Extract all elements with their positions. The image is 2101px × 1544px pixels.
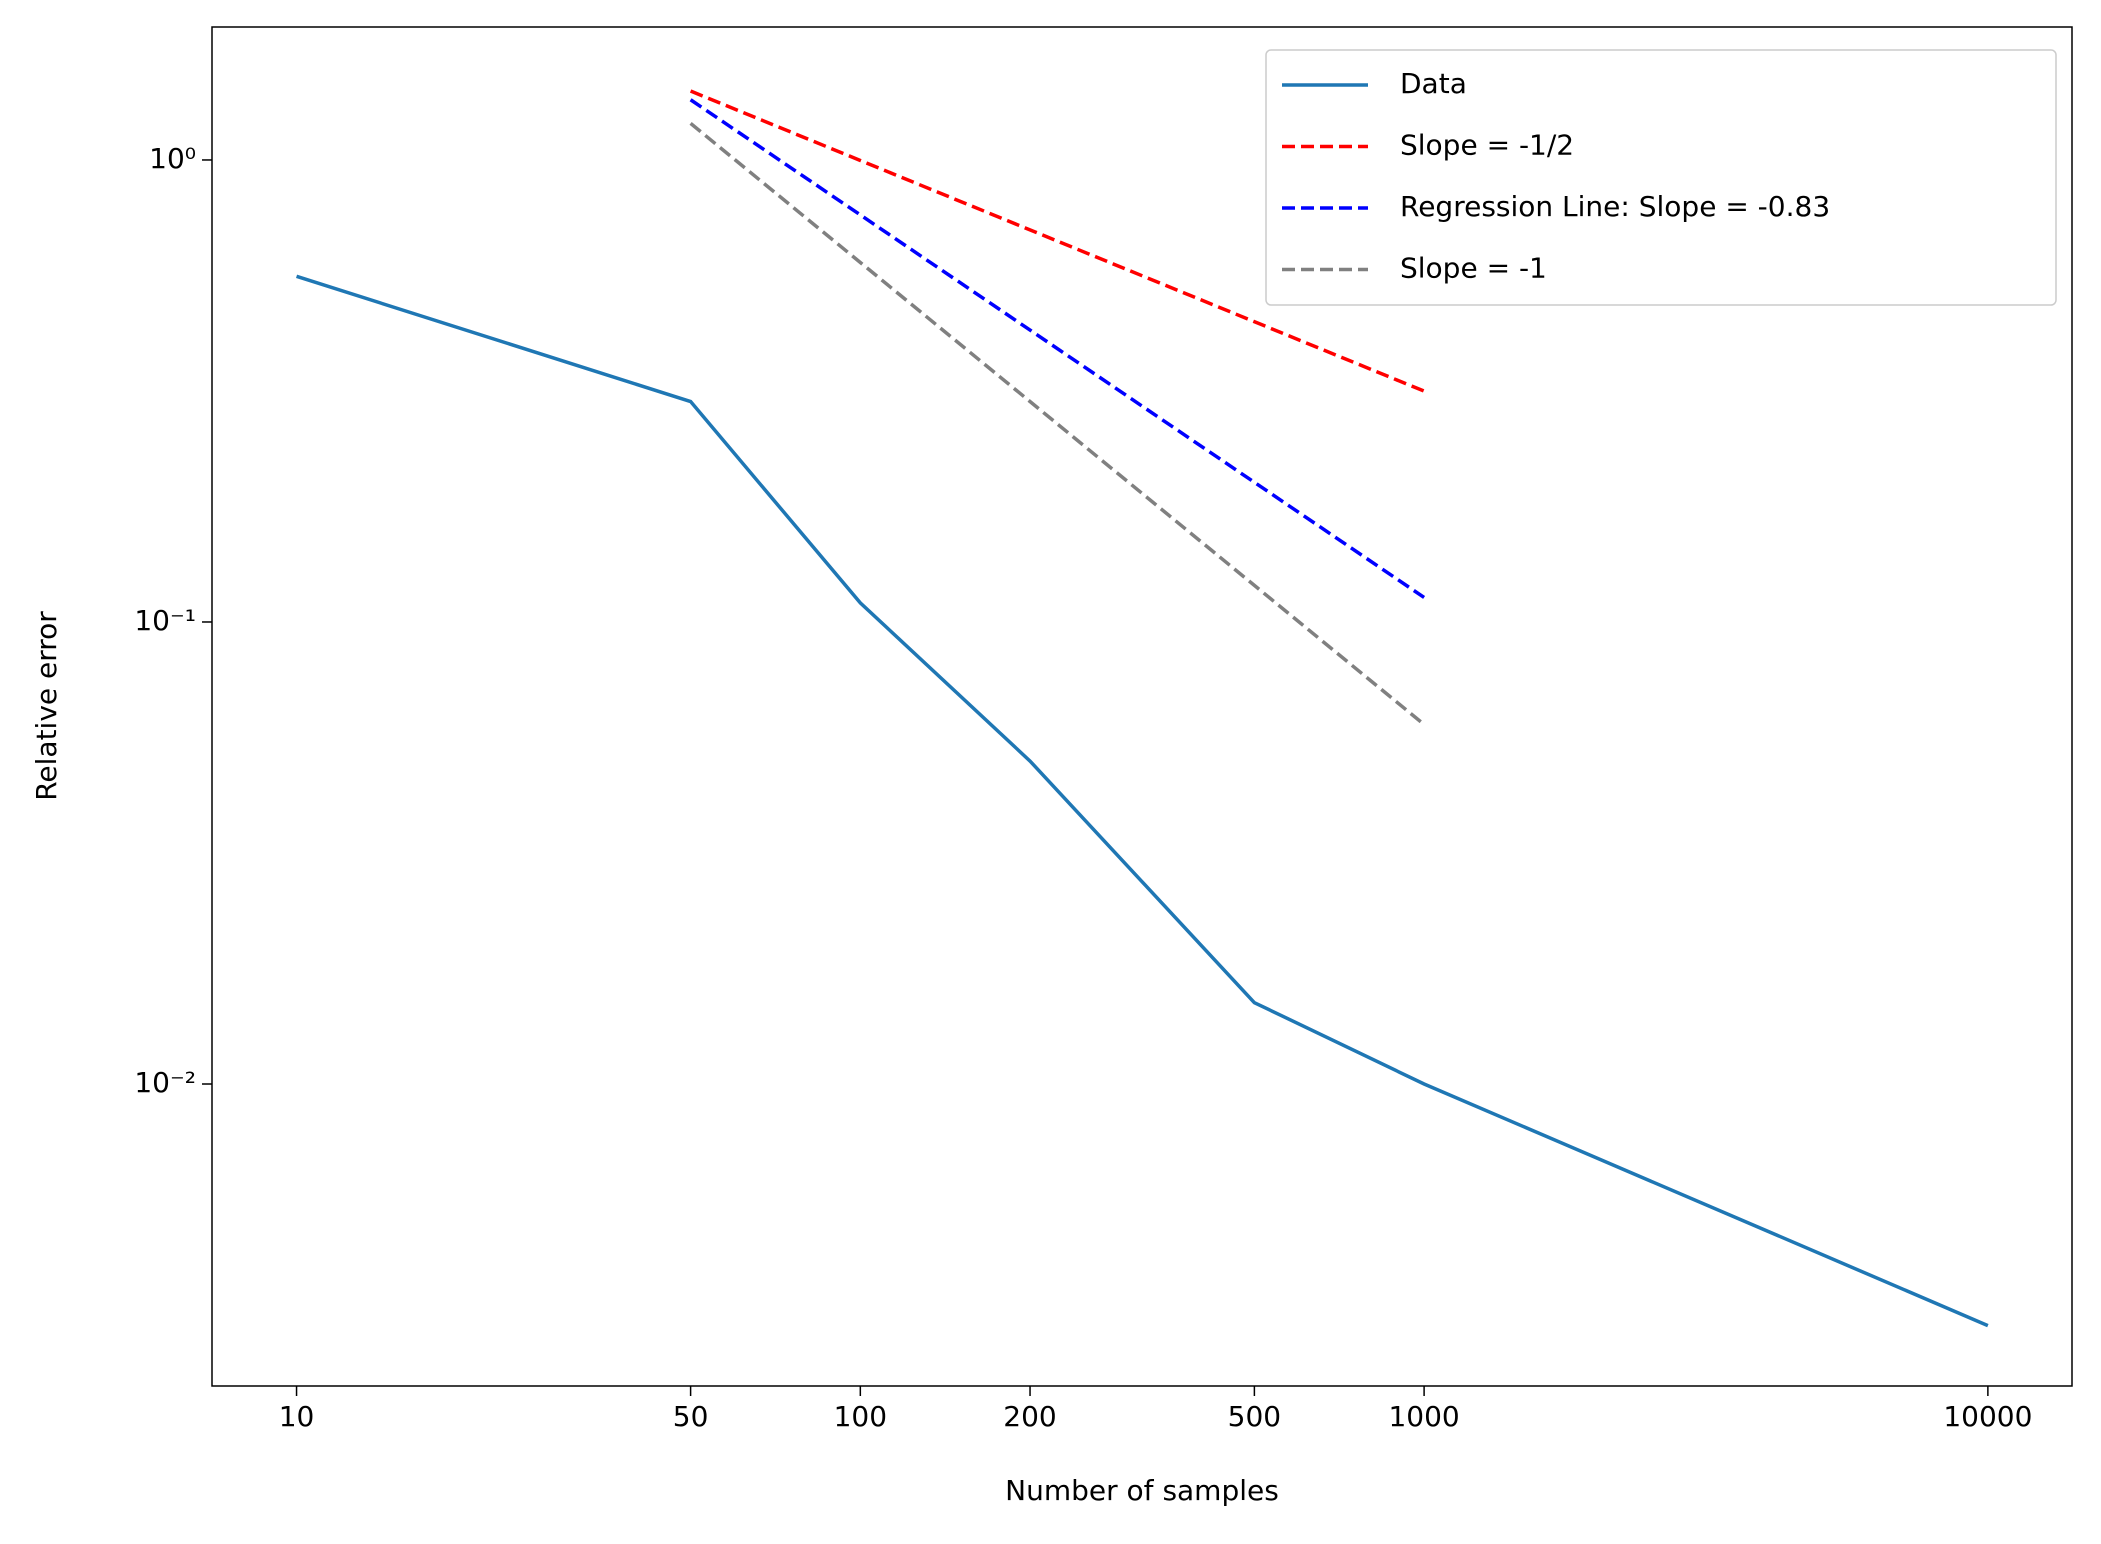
legend-label: Data: [1400, 67, 1467, 100]
plot-frame: [211, 26, 2073, 1387]
line-series: [296, 274, 1989, 1328]
x-tick-label: 500: [1228, 1400, 1281, 1433]
x-tick-label: 100: [834, 1400, 887, 1433]
x-tick-label: 10000: [1943, 1400, 2032, 1433]
x-axis-label: Number of samples: [1005, 1474, 1279, 1507]
y-tick-label: 10⁻²: [134, 1066, 196, 1099]
legend: Data Slope = -1/2 Regression Line: Slope =…: [1265, 49, 2057, 306]
legend-label: Regression Line: Slope = -0.83: [1400, 190, 1830, 223]
legend-box: [1265, 49, 2057, 306]
y-tick-label: 10⁰: [149, 142, 196, 175]
y-axis-label: Relative error: [30, 611, 63, 801]
y-tick-label: 10⁻¹: [134, 604, 196, 637]
x-tick-label: 1000: [1388, 1400, 1459, 1433]
x-tick-label: 10: [279, 1400, 315, 1433]
line-series: [689, 98, 1426, 599]
legend-label: Slope = -1/2: [1400, 129, 1574, 162]
x-tick-label: 50: [673, 1400, 709, 1433]
line-series: [689, 122, 1426, 726]
legend-label: Slope = -1: [1400, 252, 1547, 285]
x-tick-label: 200: [1003, 1400, 1056, 1433]
